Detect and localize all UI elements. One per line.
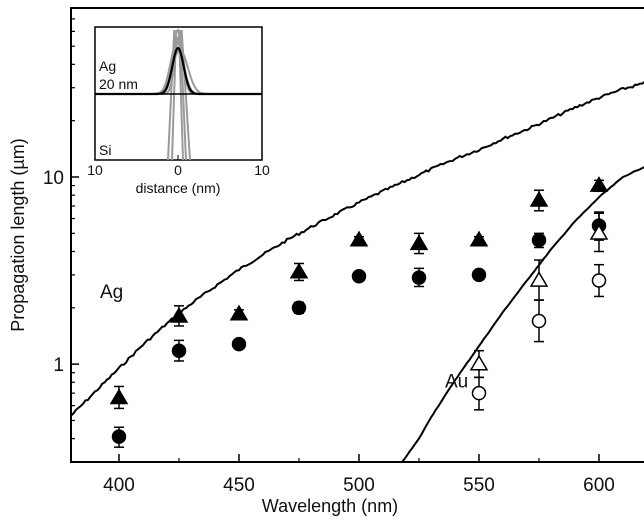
x-tick-labels: 400 450 500 550 600 [103,475,615,496]
open-triangle-marker [529,270,549,287]
filled-circle-marker [171,343,187,358]
y-axis-label: Propagation length (µm) [8,138,28,331]
filled-circle-marker [351,268,367,284]
inset-x-axis-label: distance (nm) [136,180,221,196]
y-tick-labels: 1 10 [43,168,64,376]
inset: Ag 20 nm Si 10 0 10 distance (nm) [87,26,270,196]
filled-circle-marker [531,232,547,248]
filled-triangle-marker [469,230,489,247]
x-tick-label: 500 [343,475,375,496]
filled-triangle-marker [409,234,429,251]
y-tick-label: 1 [53,355,64,376]
data-markers [109,176,609,448]
filled-circle-marker [111,429,127,444]
plot-frame [70,7,644,463]
filled-circle-marker [471,267,487,283]
inset-ag-label: Ag [99,58,116,74]
open-circle-marker [471,385,487,401]
inset-gray-line [167,29,176,160]
filled-triangle-marker [529,190,549,207]
open-triangle-marker [469,354,489,371]
x-tick-label: 450 [223,475,255,496]
au-curve-label: Au [445,371,468,392]
filled-triangle-marker [289,262,309,279]
x-tick-label: 550 [463,475,495,496]
ag-curve [71,81,644,417]
open-circle-marker [531,313,547,329]
x-tick-label: 600 [583,475,615,496]
filled-triangle-marker [169,306,189,323]
filled-circle-marker [411,270,427,285]
inset-si-label: Si [99,142,111,158]
x-tick-label: 400 [103,475,135,496]
inset-x-tick-label: 10 [254,162,270,178]
x-axis-label: Wavelength (nm) [262,496,398,516]
ag-curve-label: Ag [100,282,123,303]
open-circle-marker [591,273,607,288]
filled-triangle-marker [589,176,609,192]
axis-ticks [71,18,600,463]
inset-x-tick-label: 10 [87,162,103,178]
filled-triangle-marker [349,230,369,247]
filled-triangle-marker [229,304,249,321]
inset-gray-line [180,29,191,160]
filled-circle-marker [231,336,247,352]
inset-thickness-label: 20 nm [99,76,138,92]
filled-circle-marker [291,300,307,316]
inset-x-tick-label: 0 [174,162,182,178]
filled-triangle-marker [109,388,129,405]
y-tick-label: 10 [43,168,64,189]
open-triangle-marker [589,223,609,240]
